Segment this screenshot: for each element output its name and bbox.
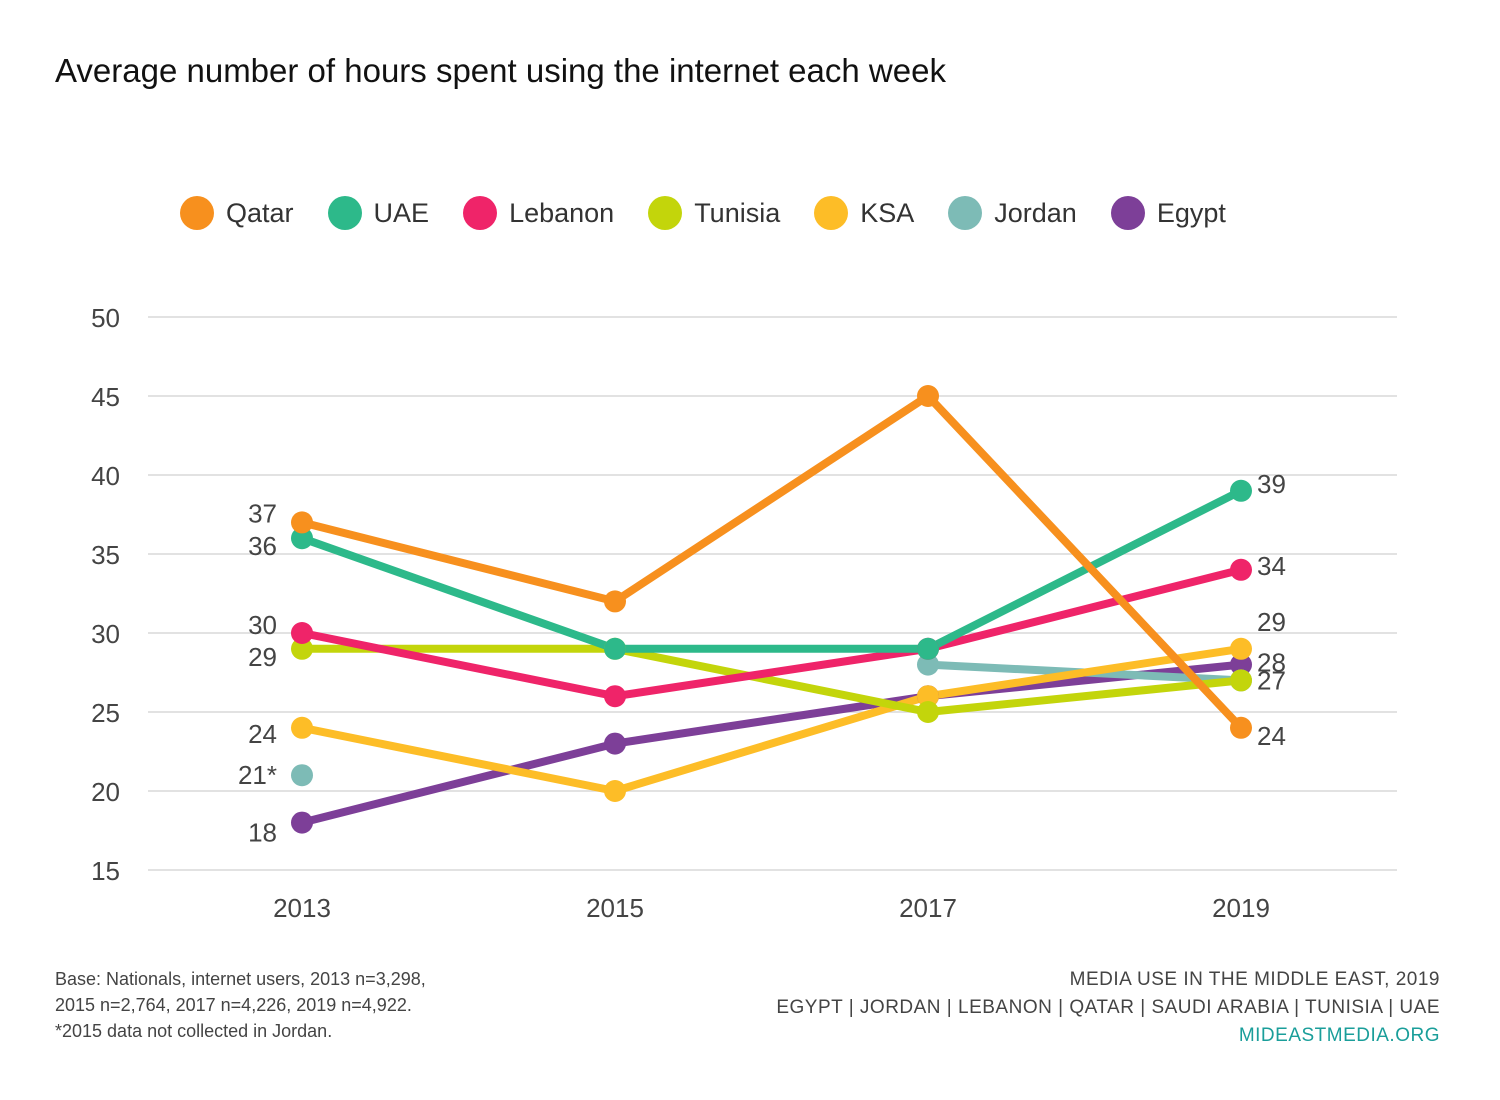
legend-label: Egypt xyxy=(1156,197,1226,228)
y-tick-label: 30 xyxy=(91,619,120,649)
legend: Qatar UAE Lebanon Tunisia KSA Jordan Egypt xyxy=(180,196,1260,230)
data-point-egypt xyxy=(604,732,626,755)
legend-label: Lebanon xyxy=(509,197,615,228)
data-point-ksa xyxy=(917,685,939,708)
data-point-uae xyxy=(291,527,313,550)
legend-swatch xyxy=(327,196,362,230)
legend-item-ksa: KSA xyxy=(814,196,914,230)
legend-item-jordan: Jordan xyxy=(948,196,1077,230)
data-point-tunisia xyxy=(917,701,939,723)
legend-label: Jordan xyxy=(994,197,1077,228)
series-line-uae xyxy=(298,486,1245,653)
data-point-ksa xyxy=(604,780,626,802)
y-tick-label: 15 xyxy=(91,856,120,886)
data-point-qatar xyxy=(917,385,939,407)
data-point-tunisia xyxy=(291,637,313,660)
legend-swatch xyxy=(814,196,849,230)
data-label-2019: 29 xyxy=(1257,607,1286,637)
data-label-2019: 34 xyxy=(1257,551,1286,581)
legend-item-tunisia: Tunisia xyxy=(648,196,780,230)
data-label-2013: 21* xyxy=(238,760,277,790)
source-countries: EGYPT | JORDAN | LEBANON | QATAR | SAUDI… xyxy=(776,997,1440,1018)
data-point-lebanon xyxy=(291,622,313,644)
data-label-2019: 27 xyxy=(1257,665,1286,695)
footnote-line: *2015 data not collected in Jordan. xyxy=(55,1021,333,1041)
data-point-qatar xyxy=(604,590,626,613)
data-label-2013: 36 xyxy=(248,531,277,561)
series-line-lebanon xyxy=(298,565,1245,701)
data-label-2013: 18 xyxy=(248,818,277,848)
source-title: MEDIA USE IN THE MIDDLE EAST, 2019 xyxy=(1069,969,1440,990)
footnote-line: Base: Nationals, internet users, 2013 n=… xyxy=(55,969,426,989)
x-tick-label: 2015 xyxy=(586,893,644,923)
data-point-egypt xyxy=(1230,653,1252,676)
y-tick-label: 40 xyxy=(91,461,120,491)
legend-item-uae: UAE xyxy=(327,196,430,230)
chart-title: Average number of hours spent using the … xyxy=(55,52,946,89)
data-point-uae xyxy=(917,637,939,660)
data-label-2013: 24 xyxy=(248,719,277,749)
data-label-2013: 37 xyxy=(248,498,277,528)
x-tick-label: 2013 xyxy=(273,893,331,923)
legend-label: Qatar xyxy=(226,197,294,228)
data-point-lebanon xyxy=(1230,558,1252,581)
legend-swatch xyxy=(648,196,683,230)
legend-item-egypt: Egypt xyxy=(1110,196,1226,230)
y-tick-label: 35 xyxy=(91,540,120,570)
data-point-uae xyxy=(604,637,626,660)
legend-swatch xyxy=(1110,196,1145,230)
legend-label: KSA xyxy=(860,197,915,228)
y-tick-label: 25 xyxy=(91,698,120,728)
legend-swatch xyxy=(180,196,214,230)
legend-item-lebanon: Lebanon xyxy=(463,196,614,230)
data-point-uae xyxy=(1230,479,1252,502)
site-link[interactable]: MIDEASTMEDIA.ORG xyxy=(1238,1025,1440,1046)
data-label-2019: 39 xyxy=(1257,469,1286,499)
data-label-2013: 30 xyxy=(248,610,277,640)
legend-swatch xyxy=(463,196,498,230)
legend-item-qatar: Qatar xyxy=(180,196,294,230)
data-label-2019: 28 xyxy=(1257,648,1286,678)
data-point-lebanon xyxy=(604,685,626,708)
footnote-line: 2015 n=2,764, 2017 n=4,226, 2019 n=4,922… xyxy=(55,995,412,1015)
series-line-ksa xyxy=(298,644,1245,795)
y-tick-label: 50 xyxy=(91,303,120,333)
x-tick-label: 2019 xyxy=(1212,893,1270,923)
data-label-2019: 24 xyxy=(1257,721,1286,751)
series-line-egypt xyxy=(298,660,1245,827)
data-point-jordan xyxy=(917,653,939,676)
y-tick-label: 20 xyxy=(91,777,120,807)
data-point-qatar xyxy=(1230,716,1252,739)
source-block: MEDIA USE IN THE MIDDLE EAST, 2019 EGYPT… xyxy=(776,966,1440,1050)
data-point-egypt xyxy=(291,811,313,834)
legend-swatch xyxy=(948,196,983,230)
y-tick-label: 45 xyxy=(91,382,120,412)
data-point-ksa xyxy=(1230,637,1252,660)
x-tick-label: 2017 xyxy=(899,893,957,923)
data-point-ksa xyxy=(291,716,313,739)
data-point-tunisia xyxy=(1230,669,1252,692)
series-line-tunisia xyxy=(298,644,1245,716)
footnote-base: Base: Nationals, internet users, 2013 n=… xyxy=(55,966,426,1044)
legend-label: UAE xyxy=(373,197,430,228)
legend-label: Tunisia xyxy=(694,197,781,228)
data-label-2013: 29 xyxy=(248,642,277,672)
data-point-jordan xyxy=(291,764,313,787)
series-line-qatar xyxy=(298,392,1245,732)
data-point-qatar xyxy=(291,511,313,534)
